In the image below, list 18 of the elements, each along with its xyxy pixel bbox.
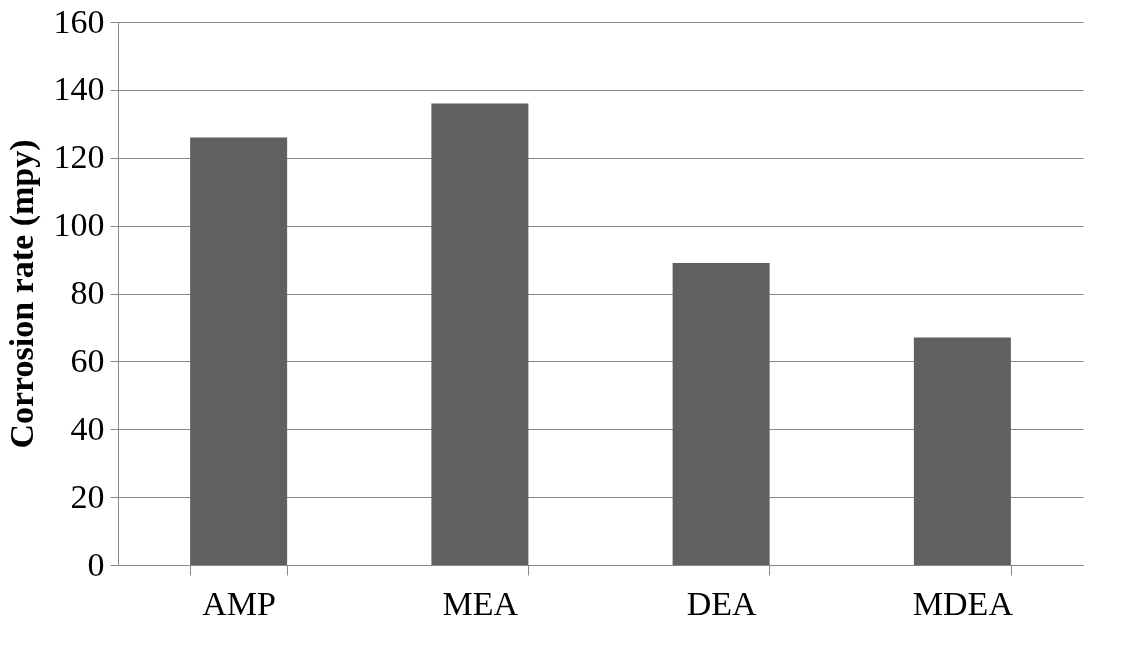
y-axis-title: Corrosion rate (mpy) — [2, 139, 41, 449]
bar — [913, 337, 1011, 565]
bar — [431, 103, 529, 565]
y-tick-label: 140 — [53, 70, 105, 108]
x-tick-label: DEA — [686, 584, 757, 622]
bar — [190, 137, 288, 565]
y-tick-label: 0 — [87, 545, 105, 583]
y-tick-label: 20 — [70, 477, 105, 515]
y-tick-label: 60 — [70, 341, 105, 379]
y-tick-label: 160 — [53, 2, 105, 40]
y-tick-label: 120 — [53, 138, 105, 176]
x-tick-label: AMP — [202, 584, 276, 622]
y-tick-label: 80 — [70, 274, 105, 311]
x-tick-label: MEA — [442, 584, 519, 622]
bar — [672, 262, 770, 565]
y-tick-label: 100 — [53, 206, 105, 244]
y-tick-label: 40 — [70, 409, 105, 447]
x-tick-label: MDEA — [912, 584, 1014, 622]
